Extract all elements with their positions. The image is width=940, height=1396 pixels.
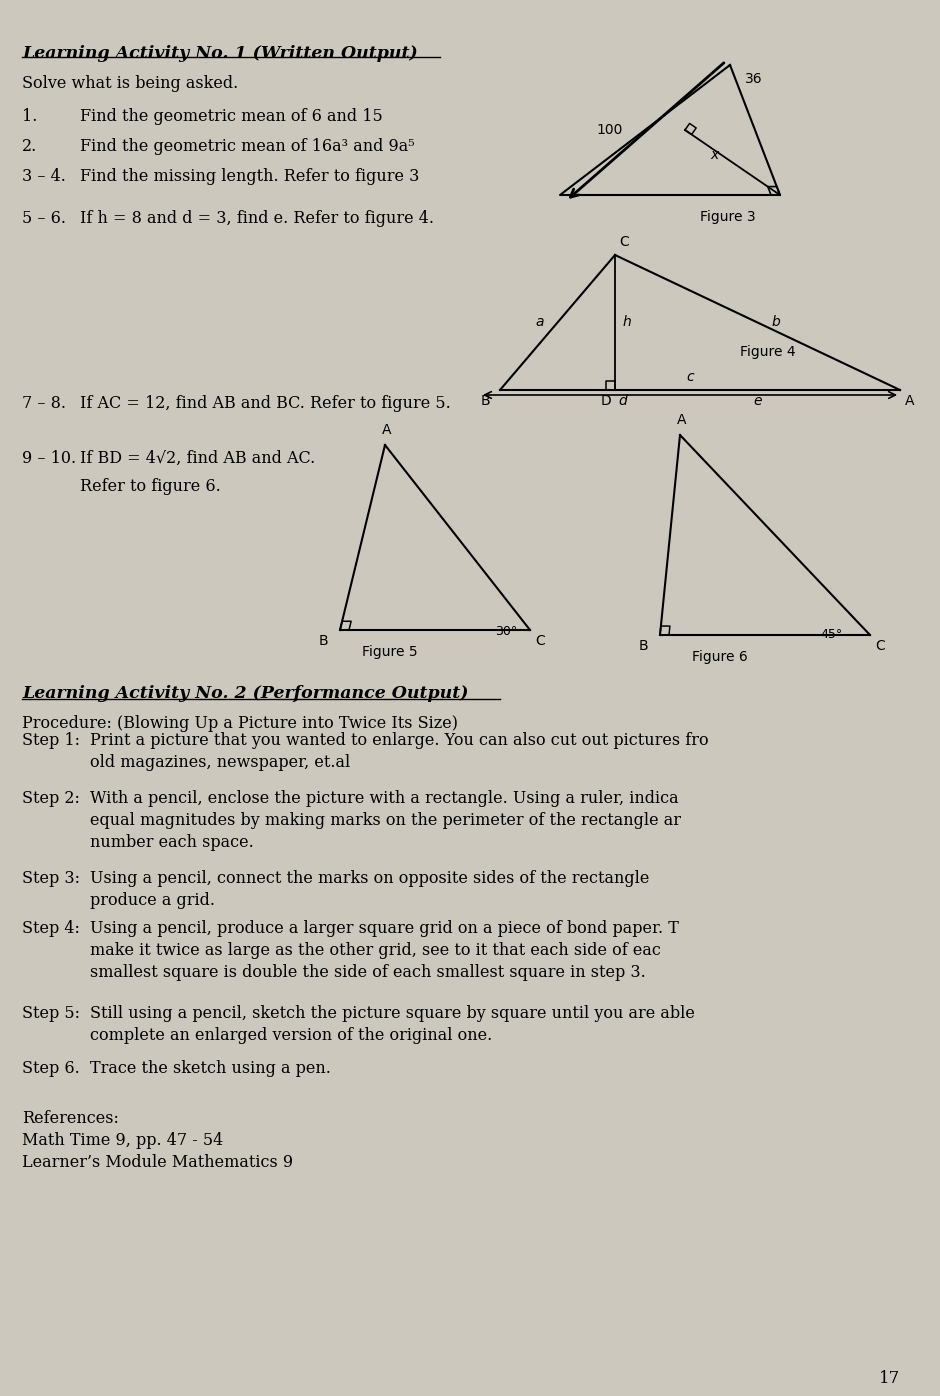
Text: Find the geometric mean of 16a³ and 9a⁵: Find the geometric mean of 16a³ and 9a⁵ (80, 138, 415, 155)
Text: B: B (638, 639, 648, 653)
Text: 100: 100 (597, 123, 623, 137)
Text: 7 – 8.: 7 – 8. (22, 395, 66, 412)
Text: Step 4:: Step 4: (22, 920, 80, 937)
Text: C: C (875, 639, 885, 653)
Text: 3 – 4.: 3 – 4. (22, 168, 66, 186)
Text: Math Time 9, pp. 47 - 54: Math Time 9, pp. 47 - 54 (22, 1132, 224, 1149)
Text: a: a (535, 315, 543, 329)
Text: Step 6.: Step 6. (22, 1060, 80, 1076)
Text: Step 2:: Step 2: (22, 790, 80, 807)
Text: Print a picture that you wanted to enlarge. You can also cut out pictures fro: Print a picture that you wanted to enlar… (90, 732, 709, 750)
Text: Still using a pencil, sketch the picture square by square until you are able: Still using a pencil, sketch the picture… (90, 1005, 695, 1022)
Text: Figure 3: Figure 3 (700, 209, 756, 223)
Text: Find the geometric mean of 6 and 15: Find the geometric mean of 6 and 15 (80, 107, 383, 126)
Text: References:: References: (22, 1110, 118, 1127)
Text: A: A (383, 423, 392, 437)
Text: 1.: 1. (22, 107, 38, 126)
Text: C: C (619, 235, 629, 248)
Text: Using a pencil, connect the marks on opposite sides of the rectangle: Using a pencil, connect the marks on opp… (90, 870, 650, 886)
Text: Using a pencil, produce a larger square grid on a piece of bond paper. T: Using a pencil, produce a larger square … (90, 920, 679, 937)
Text: Refer to figure 6.: Refer to figure 6. (80, 477, 221, 496)
Text: number each space.: number each space. (90, 833, 254, 852)
Text: If AC = 12, find AB and BC. Refer to figure 5.: If AC = 12, find AB and BC. Refer to fig… (80, 395, 451, 412)
Text: 9 – 10.: 9 – 10. (22, 450, 76, 468)
Text: Step 1:: Step 1: (22, 732, 80, 750)
Text: Find the missing length. Refer to figure 3: Find the missing length. Refer to figure… (80, 168, 419, 186)
Text: Figure 4: Figure 4 (740, 345, 795, 359)
Text: b: b (772, 315, 780, 329)
Text: 5 – 6.: 5 – 6. (22, 209, 66, 228)
Text: C: C (535, 634, 545, 648)
Text: 17: 17 (879, 1369, 900, 1388)
Text: If h = 8 and d = 3, find e. Refer to figure 4.: If h = 8 and d = 3, find e. Refer to fig… (80, 209, 434, 228)
Text: Trace the sketch using a pen.: Trace the sketch using a pen. (90, 1060, 331, 1076)
Text: Step 3:: Step 3: (22, 870, 80, 886)
Text: A: A (677, 413, 687, 427)
Text: 2.: 2. (22, 138, 38, 155)
Text: d: d (618, 394, 627, 408)
Text: Procedure: (Blowing Up a Picture into Twice Its Size): Procedure: (Blowing Up a Picture into Tw… (22, 715, 458, 732)
Text: 30°: 30° (495, 625, 517, 638)
Text: D: D (601, 394, 611, 408)
Text: If BD = 4√2, find AB and AC.: If BD = 4√2, find AB and AC. (80, 450, 315, 468)
Text: e: e (753, 394, 761, 408)
Text: 45°: 45° (820, 628, 842, 641)
Text: smallest square is double the side of each smallest square in step 3.: smallest square is double the side of ea… (90, 965, 646, 981)
Text: 36: 36 (745, 73, 762, 87)
Text: old magazines, newspaper, et.al: old magazines, newspaper, et.al (90, 754, 351, 771)
Text: x: x (710, 148, 718, 162)
Text: B: B (319, 634, 328, 648)
Text: h: h (623, 315, 632, 329)
Text: Figure 6: Figure 6 (692, 651, 748, 664)
Text: With a pencil, enclose the picture with a rectangle. Using a ruler, indica: With a pencil, enclose the picture with … (90, 790, 679, 807)
Text: c: c (686, 370, 694, 384)
Text: complete an enlarged version of the original one.: complete an enlarged version of the orig… (90, 1027, 493, 1044)
Text: Learning Activity No. 2 (Performance Output): Learning Activity No. 2 (Performance Out… (22, 685, 468, 702)
Text: equal magnitudes by making marks on the perimeter of the rectangle ar: equal magnitudes by making marks on the … (90, 812, 681, 829)
Text: Figure 5: Figure 5 (362, 645, 417, 659)
Text: B: B (480, 394, 490, 408)
Text: make it twice as large as the other grid, see to it that each side of eac: make it twice as large as the other grid… (90, 942, 661, 959)
Text: produce a grid.: produce a grid. (90, 892, 215, 909)
Text: Solve what is being asked.: Solve what is being asked. (22, 75, 238, 92)
Text: Learning Activity No. 1 (Written Output): Learning Activity No. 1 (Written Output) (22, 45, 417, 61)
Text: A: A (905, 394, 915, 408)
Text: Learner’s Module Mathematics 9: Learner’s Module Mathematics 9 (22, 1154, 293, 1171)
Text: Step 5:: Step 5: (22, 1005, 80, 1022)
